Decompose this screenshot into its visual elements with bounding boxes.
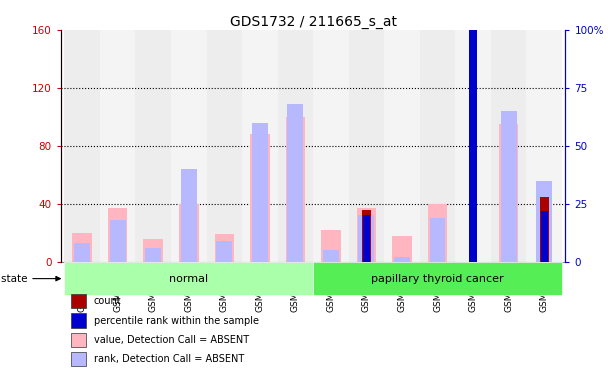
Bar <box>143 238 163 262</box>
Text: disease state: disease state <box>0 274 60 284</box>
Bar <box>109 220 126 262</box>
Bar <box>359 216 375 262</box>
Bar <box>71 333 86 347</box>
Bar <box>71 314 86 328</box>
Bar <box>64 262 313 296</box>
Bar <box>136 30 171 262</box>
Bar <box>145 248 161 262</box>
Text: normal: normal <box>169 274 209 284</box>
Bar <box>348 30 384 262</box>
Bar <box>71 352 86 366</box>
Title: GDS1732 / 211665_s_at: GDS1732 / 211665_s_at <box>230 15 396 29</box>
Bar <box>181 169 197 262</box>
Bar <box>420 30 455 262</box>
Bar <box>215 234 234 262</box>
Bar <box>64 30 100 262</box>
Text: papillary thyroid cancer: papillary thyroid cancer <box>371 274 504 284</box>
Bar <box>392 236 412 262</box>
Bar <box>357 208 376 262</box>
Bar <box>108 208 128 262</box>
Bar <box>71 294 86 308</box>
Bar <box>72 233 92 262</box>
Bar <box>100 30 136 262</box>
Bar <box>536 181 552 262</box>
Bar <box>541 211 548 262</box>
Bar <box>278 30 313 262</box>
Bar <box>286 117 305 262</box>
Bar <box>499 124 519 262</box>
Bar <box>321 230 340 262</box>
Bar <box>250 134 269 262</box>
Bar <box>455 30 491 262</box>
Bar <box>242 30 278 262</box>
Bar <box>469 7 477 262</box>
Bar <box>74 243 90 262</box>
Bar <box>362 210 371 262</box>
Bar <box>384 30 420 262</box>
Bar <box>313 262 562 296</box>
Bar <box>207 30 242 262</box>
Text: percentile rank within the sample: percentile rank within the sample <box>94 316 258 326</box>
Bar <box>216 241 232 262</box>
Bar <box>394 257 410 262</box>
Text: value, Detection Call = ABSENT: value, Detection Call = ABSENT <box>94 335 249 345</box>
Bar <box>429 218 446 262</box>
Bar <box>500 111 517 262</box>
Text: rank, Detection Call = ABSENT: rank, Detection Call = ABSENT <box>94 354 244 364</box>
Bar <box>491 30 527 262</box>
Bar <box>540 196 548 262</box>
Bar <box>179 204 198 262</box>
Bar <box>252 123 268 262</box>
Bar <box>171 30 207 262</box>
Bar <box>527 30 562 262</box>
Bar <box>323 250 339 262</box>
Bar <box>313 30 348 262</box>
Bar <box>469 66 477 262</box>
Bar <box>288 104 303 262</box>
Text: count: count <box>94 296 121 306</box>
Bar <box>428 204 447 262</box>
Bar <box>363 216 370 262</box>
